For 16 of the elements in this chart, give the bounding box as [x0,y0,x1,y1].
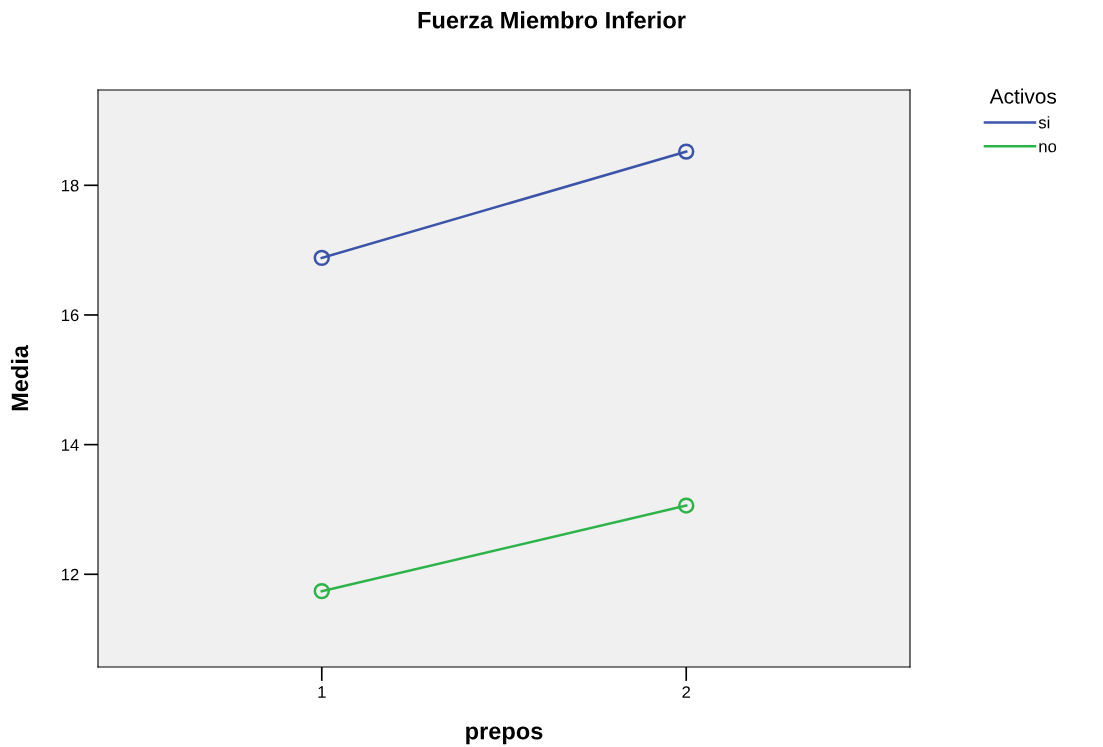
x-tick-label: 1 [318,686,326,698]
y-axis-title: Media [10,344,29,411]
legend-label: si [1038,116,1050,129]
chart-title: Fuerza Miembro Inferior [418,11,686,29]
point [313,582,330,600]
point [678,143,695,160]
x-axis-title: prepos [466,726,543,745]
x-tick-label: 2 [682,686,691,698]
y-tick-label: 14 [61,439,79,451]
point [313,249,330,267]
y-tick-label: 16 [61,309,79,322]
y-tick-label: 12 [61,568,79,581]
legend-title: Activos [989,88,1057,104]
y-tick-label: 18 [61,179,79,192]
legend-label: no [1039,143,1057,153]
point [678,497,695,514]
